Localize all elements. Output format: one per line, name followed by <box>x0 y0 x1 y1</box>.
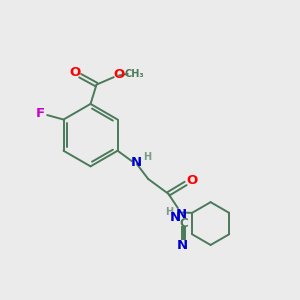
Text: H: H <box>166 207 174 217</box>
Text: H: H <box>143 152 152 162</box>
Text: N: N <box>177 239 188 252</box>
Text: C: C <box>179 218 188 230</box>
Text: N: N <box>131 156 142 169</box>
Text: N: N <box>176 208 187 221</box>
Text: CH₃: CH₃ <box>125 69 144 79</box>
Text: O: O <box>186 174 197 187</box>
Text: O: O <box>69 66 80 79</box>
Text: N: N <box>170 212 181 224</box>
Text: F: F <box>36 107 45 120</box>
Text: O: O <box>113 68 125 81</box>
